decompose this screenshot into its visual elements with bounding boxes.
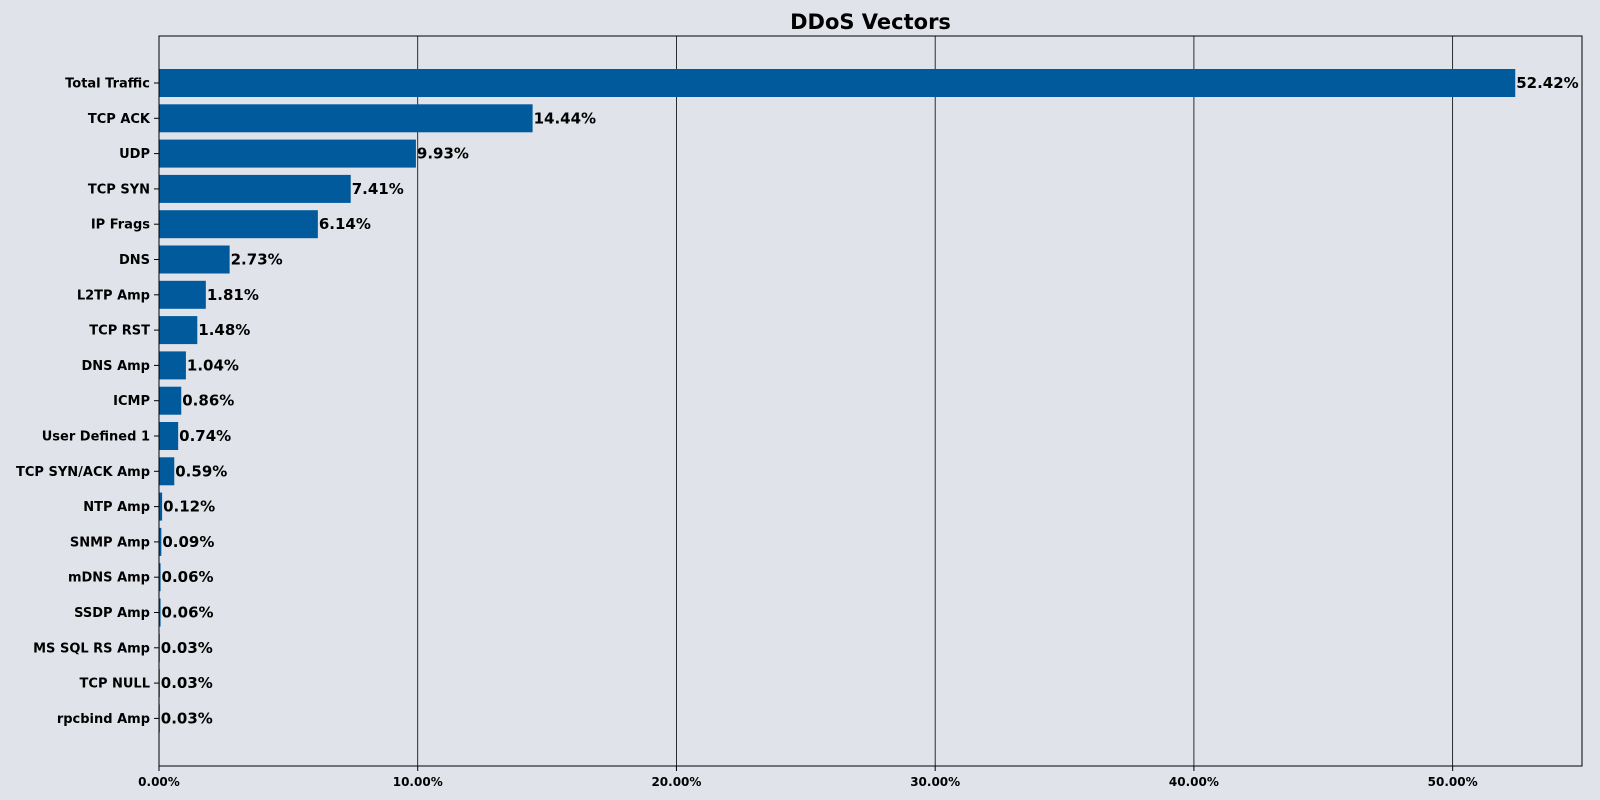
data-label: 0.74%	[179, 427, 231, 445]
x-tick-label: 50.00%	[1428, 775, 1478, 789]
labels-layer: 0.00% 10.00% 20.00% 30.00% 40.00% 50.00% Total…	[16, 74, 1579, 789]
axes-layer	[154, 35, 1583, 771]
x-tick-label: 30.00%	[910, 775, 960, 789]
category-label: DNS Amp	[82, 359, 150, 374]
data-label: 14.44%	[534, 109, 596, 127]
bar	[159, 245, 230, 274]
category-label: Total Traffic	[65, 77, 150, 92]
category-label: TCP ACK	[88, 112, 151, 127]
category-label: mDNS Amp	[68, 571, 150, 586]
category-label: rpcbind Amp	[57, 712, 150, 727]
data-label: 0.59%	[175, 462, 227, 480]
data-label: 0.03%	[161, 639, 213, 657]
data-label: 52.42%	[1516, 74, 1578, 92]
category-label: SNMP Amp	[70, 535, 150, 550]
bar	[159, 422, 179, 450]
bar	[159, 563, 161, 592]
bar	[159, 492, 163, 521]
bar	[159, 386, 182, 415]
x-tick-label: 10.00%	[393, 775, 443, 789]
data-label: 6.14%	[319, 215, 371, 233]
data-label: 0.06%	[162, 604, 214, 622]
bar	[159, 139, 416, 168]
data-label: 2.73%	[231, 251, 283, 269]
bar	[159, 174, 351, 203]
category-label: TCP RST	[89, 324, 150, 339]
category-label: TCP SYN	[88, 182, 150, 197]
bar	[159, 316, 198, 345]
bar	[159, 69, 1516, 97]
bar	[159, 598, 161, 627]
data-label: 1.81%	[207, 286, 259, 304]
bar	[159, 351, 186, 380]
data-label: 9.93%	[417, 145, 469, 163]
bar	[159, 457, 175, 486]
category-label: User Defined 1	[42, 430, 150, 445]
x-tick-label: 0.00%	[138, 775, 180, 789]
data-label: 0.03%	[161, 709, 213, 727]
bar	[159, 280, 206, 309]
data-label: 0.86%	[182, 392, 234, 410]
grid-layer	[417, 36, 1454, 766]
category-label: SSDP Amp	[74, 606, 150, 621]
x-tick-label: 40.00%	[1169, 775, 1219, 789]
data-label: 1.48%	[198, 321, 250, 339]
x-tick-label: 20.00%	[651, 775, 701, 789]
data-label: 0.06%	[162, 568, 214, 586]
category-label: ICMP	[113, 394, 150, 409]
category-label: TCP NULL	[80, 677, 150, 692]
category-label: TCP SYN/ACK Amp	[16, 465, 150, 480]
category-label: NTP Amp	[83, 500, 150, 515]
category-label: DNS	[119, 253, 150, 268]
data-label: 0.12%	[163, 498, 215, 516]
data-label: 0.03%	[161, 674, 213, 692]
bars-layer	[159, 69, 1516, 733]
chart-title: DDoS Vectors	[790, 10, 951, 34]
bar	[159, 527, 162, 556]
data-label: 0.09%	[162, 533, 214, 551]
category-label: L2TP Amp	[77, 288, 150, 303]
plot-frame	[158, 35, 1583, 767]
category-label: MS SQL RS Amp	[33, 641, 150, 656]
bar	[159, 104, 533, 133]
data-label: 7.41%	[352, 180, 404, 198]
data-label: 1.04%	[187, 356, 239, 374]
category-label: IP Frags	[91, 218, 150, 233]
category-label: UDP	[119, 147, 150, 162]
bar	[159, 210, 318, 239]
